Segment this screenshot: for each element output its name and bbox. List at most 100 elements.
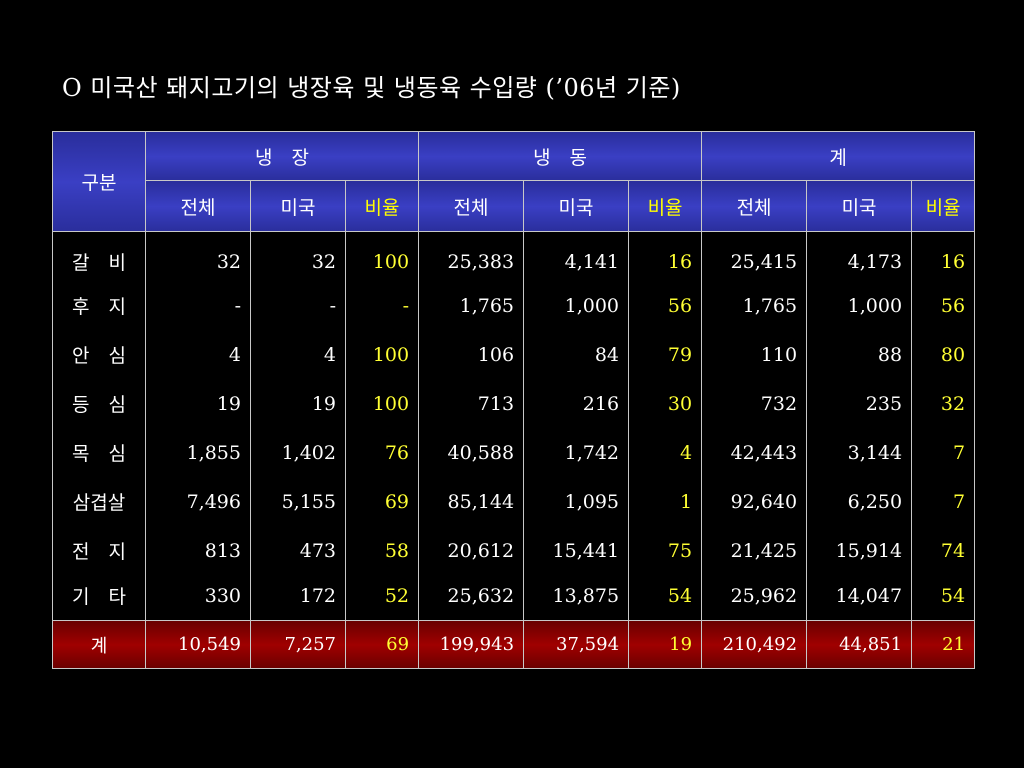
cell-ratio: 16 <box>911 231 976 281</box>
cell-value: 4,173 <box>806 231 913 281</box>
cell-value: 1,765 <box>418 281 525 330</box>
table-row: 목 심 1,855 1,402 76 40,588 1,742 4 42,443 3,144 7 <box>52 428 976 477</box>
row-label: 기 타 <box>52 575 146 621</box>
cell-value: 25,962 <box>701 575 808 621</box>
table-row: 기 타 330 172 52 25,632 13,875 54 25,962 14,047 54 <box>52 575 976 621</box>
cell-ratio: 16 <box>628 231 703 281</box>
cell-ratio: 75 <box>628 526 703 575</box>
row-label: 삼겹살 <box>52 477 146 526</box>
cell-value: 25,632 <box>418 575 525 621</box>
slide-title: O 미국산 돼지고기의 냉장육 및 냉동육 수입량 (’06년 기준) <box>62 74 681 102</box>
cell-value: 813 <box>145 526 251 575</box>
subheader-total: 전체 <box>701 180 808 232</box>
cell-value: 1,095 <box>523 477 630 526</box>
cell-value: 25,383 <box>418 231 525 281</box>
cell-value: 330 <box>145 575 251 621</box>
cell-ratio: 52 <box>344 575 420 621</box>
cell-value: 1,000 <box>806 281 913 330</box>
cell-value: 172 <box>250 575 346 621</box>
cell-value: 44,851 <box>806 620 913 669</box>
cell-ratio: 69 <box>344 477 420 526</box>
cell-value: 4 <box>250 330 346 379</box>
cell-ratio: 79 <box>628 330 703 379</box>
row-label: 계 <box>52 620 146 669</box>
cell-ratio: 7 <box>911 428 976 477</box>
cell-value: 4 <box>145 330 251 379</box>
cell-value: 32 <box>250 231 346 281</box>
cell-ratio: 30 <box>628 379 703 428</box>
cell-value: 199,943 <box>418 620 525 669</box>
cell-value: 235 <box>806 379 913 428</box>
cell-ratio: 100 <box>344 379 420 428</box>
row-label: 등 심 <box>52 379 146 428</box>
cell-ratio: 100 <box>344 231 420 281</box>
cell-value: - <box>145 281 251 330</box>
cell-value: 14,047 <box>806 575 913 621</box>
subheader-us: 미국 <box>523 180 630 232</box>
cell-value: 21,425 <box>701 526 808 575</box>
cell-value: 10,549 <box>145 620 251 669</box>
subheader-ratio: 비율 <box>344 180 420 232</box>
cell-value: 19 <box>250 379 346 428</box>
group-header-total: 계 <box>701 131 976 181</box>
cell-ratio: 56 <box>628 281 703 330</box>
cell-ratio: 32 <box>911 379 976 428</box>
cell-value: 15,914 <box>806 526 913 575</box>
cell-value: 92,640 <box>701 477 808 526</box>
cell-value: 4,141 <box>523 231 630 281</box>
cell-value: 32 <box>145 231 251 281</box>
cell-ratio: 76 <box>344 428 420 477</box>
table-row: 삼겹살 7,496 5,155 69 85,144 1,095 1 92,640 6,250 7 <box>52 477 976 526</box>
cell-value: 1,855 <box>145 428 251 477</box>
cell-value: 42,443 <box>701 428 808 477</box>
table-row: 안 심 4 4 100 106 84 79 110 88 80 <box>52 330 976 379</box>
subheader-total: 전체 <box>418 180 525 232</box>
cell-value: 7,257 <box>250 620 346 669</box>
subheader-total: 전체 <box>145 180 251 232</box>
cell-value: 6,250 <box>806 477 913 526</box>
cell-ratio: 21 <box>911 620 976 669</box>
subheader-us: 미국 <box>250 180 346 232</box>
cell-ratio: 80 <box>911 330 976 379</box>
cell-ratio: 69 <box>344 620 420 669</box>
cell-value: 25,415 <box>701 231 808 281</box>
cell-value: 5,155 <box>250 477 346 526</box>
row-label: 갈 비 <box>52 231 146 281</box>
cell-value: 3,144 <box>806 428 913 477</box>
cell-ratio: 1 <box>628 477 703 526</box>
cell-ratio: 100 <box>344 330 420 379</box>
cell-value: 216 <box>523 379 630 428</box>
cell-ratio: 19 <box>628 620 703 669</box>
group-header-frozen: 냉 동 <box>418 131 703 181</box>
cell-value: 1,000 <box>523 281 630 330</box>
cell-value: 1,765 <box>701 281 808 330</box>
cell-value: 40,588 <box>418 428 525 477</box>
subheader-ratio: 비율 <box>628 180 703 232</box>
cell-value: 732 <box>701 379 808 428</box>
cell-value: 1,402 <box>250 428 346 477</box>
import-table: 구분 냉 장 냉 동 계 전체 미국 비율 전체 미국 비율 전체 미국 비율 … <box>52 131 976 669</box>
row-label: 후 지 <box>52 281 146 330</box>
cell-value: 106 <box>418 330 525 379</box>
table-row: 등 심 19 19 100 713 216 30 732 235 32 <box>52 379 976 428</box>
cell-value: 110 <box>701 330 808 379</box>
subheader-ratio: 비율 <box>911 180 976 232</box>
corner-header: 구분 <box>52 131 146 232</box>
cell-ratio: 58 <box>344 526 420 575</box>
cell-value: 1,742 <box>523 428 630 477</box>
cell-value: 473 <box>250 526 346 575</box>
table-row: 후 지 - - -1,765 1,000 56 1,765 1,000 56 <box>52 281 976 330</box>
cell-ratio: 54 <box>628 575 703 621</box>
row-label: 목 심 <box>52 428 146 477</box>
cell-value: 20,612 <box>418 526 525 575</box>
cell-value: 84 <box>523 330 630 379</box>
group-header-chilled: 냉 장 <box>144 131 420 181</box>
cell-value: 15,441 <box>523 526 630 575</box>
cell-value: - <box>250 281 346 330</box>
cell-ratio: 7 <box>911 477 976 526</box>
cell-ratio: 4 <box>628 428 703 477</box>
cell-ratio: - <box>344 281 420 330</box>
cell-value: 13,875 <box>523 575 630 621</box>
row-label: 안 심 <box>52 330 146 379</box>
table-row: 전 지 813 473 58 20,612 15,441 75 21,425 15,914 74 <box>52 526 976 575</box>
